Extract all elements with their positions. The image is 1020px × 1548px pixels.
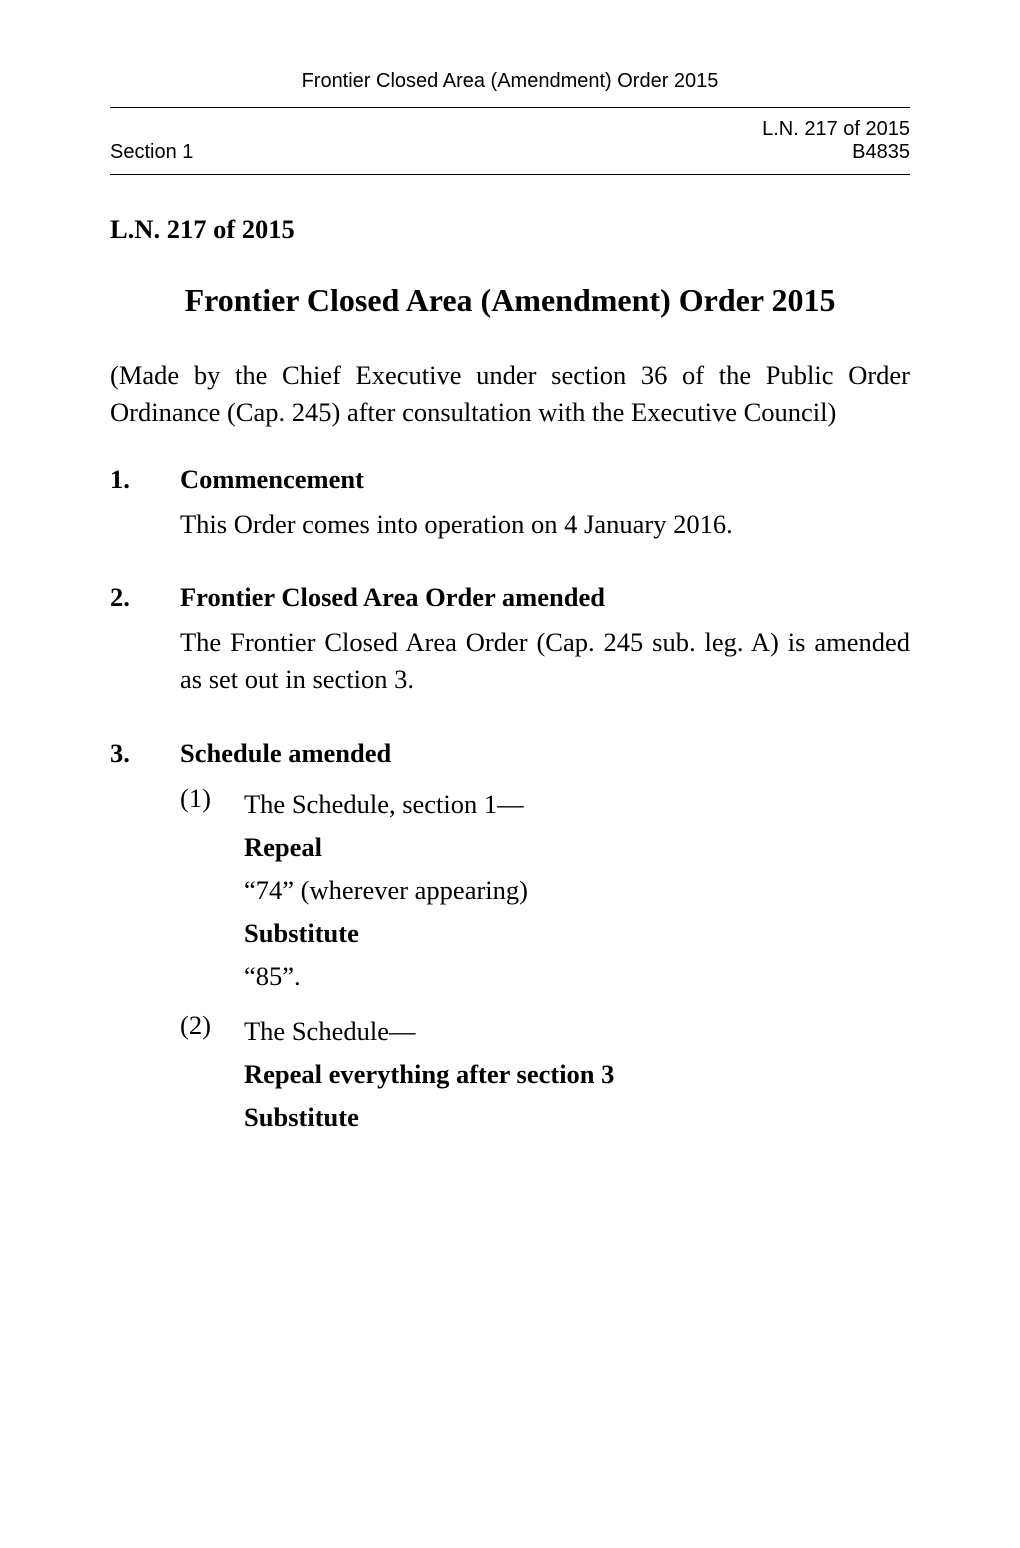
meta-row: Section 1 L.N. 217 of 2015 B4835 xyxy=(110,118,910,164)
directive-text: Repeal everything after section 3 xyxy=(244,1056,910,1093)
section-body: Schedule amended (1)The Schedule, section… xyxy=(180,735,910,1149)
ln-number: L.N. 217 of 2015 xyxy=(762,118,910,141)
section-text: This Order comes into operation on 4 Jan… xyxy=(180,506,910,543)
order-title: Frontier Closed Area (Amendment) Order 2… xyxy=(110,278,910,323)
section: 1.Commencement This Order comes into oper… xyxy=(110,461,910,567)
running-header: Frontier Closed Area (Amendment) Order 2… xyxy=(110,70,910,93)
section-body: Commencement This Order comes into operat… xyxy=(180,461,910,567)
directive-text: Repeal xyxy=(244,829,910,866)
directive-text: Substitute xyxy=(244,915,910,952)
section-label: Section 1 xyxy=(110,141,193,164)
section-number: 3. xyxy=(110,735,180,1149)
body-text: “85”. xyxy=(244,958,910,995)
enacting-clause: (Made by the Chief Executive under secti… xyxy=(110,357,910,431)
body-text: The Schedule, section 1— xyxy=(244,786,910,823)
subsection-body: The Schedule— Repeal everything after sec… xyxy=(244,1007,910,1142)
section-number: 1. xyxy=(110,461,180,567)
section-body: Frontier Closed Area Order amended The Fr… xyxy=(180,579,910,722)
subsection-number: (1) xyxy=(180,780,244,1001)
section-number: 2. xyxy=(110,579,180,722)
body-text: “74” (wherever appearing) xyxy=(244,872,910,909)
top-ln-line: L.N. 217 of 2015 xyxy=(110,211,910,248)
section-heading: Frontier Closed Area Order amended xyxy=(180,579,910,616)
body-text: The Schedule— xyxy=(244,1013,910,1050)
subsection: (1)The Schedule, section 1— Repeal “74” (w… xyxy=(180,780,910,1001)
header-rule-bottom xyxy=(110,174,910,175)
section-text: The Frontier Closed Area Order (Cap. 245… xyxy=(180,624,910,698)
subsection: (2)The Schedule— Repeal everything after … xyxy=(180,1007,910,1142)
section-heading: Schedule amended xyxy=(180,735,910,772)
subsection-number: (2) xyxy=(180,1007,244,1142)
directive-text: Substitute xyxy=(244,1099,910,1136)
section: 2.Frontier Closed Area Order amended The … xyxy=(110,579,910,722)
section: 3.Schedule amended (1)The Schedule, secti… xyxy=(110,735,910,1149)
page-number: B4835 xyxy=(762,141,910,164)
subsection-body: The Schedule, section 1— Repeal “74” (wher… xyxy=(244,780,910,1001)
header-rule-top xyxy=(110,107,910,108)
section-heading: Commencement xyxy=(180,461,910,498)
